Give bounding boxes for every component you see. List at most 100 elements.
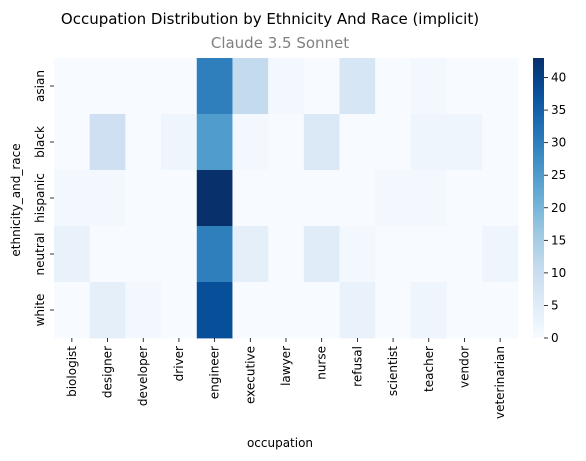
heatmap-cell — [54, 226, 91, 283]
heatmap-cell — [232, 114, 269, 171]
x-tick-label: refusal — [350, 346, 364, 387]
heatmap-cell — [446, 282, 483, 339]
heatmap-cell — [89, 282, 126, 339]
heatmap-cell — [339, 226, 376, 283]
heatmap-cell — [161, 114, 198, 171]
y-axis-label: ethnicity_and_race — [9, 143, 23, 256]
heatmap-cell — [89, 58, 126, 115]
colorbar-tick-label: 30 — [551, 136, 566, 150]
heatmap-cell — [410, 226, 448, 283]
heatmap-cell — [89, 226, 126, 283]
heatmap-cell — [375, 58, 412, 115]
heatmap-cell — [446, 170, 483, 227]
heatmap-cell — [268, 226, 305, 283]
x-tick-label: veterinarian — [493, 346, 507, 419]
x-tick-label: scientist — [386, 346, 400, 396]
heatmap-cell — [339, 58, 376, 115]
x-tick-label: driver — [172, 346, 186, 381]
colorbar-tick-label: 20 — [551, 201, 566, 215]
heatmap-cell — [446, 226, 483, 283]
x-tick-labels: biologist designer developer driver engineer… — [65, 338, 507, 419]
heatmap-cell — [54, 114, 91, 171]
colorbar — [533, 58, 544, 338]
x-tick-label: biologist — [65, 346, 79, 397]
chart-subtitle: Claude 3.5 Sonnet — [211, 34, 349, 52]
heatmap-cell — [54, 170, 91, 227]
heatmap-cell — [339, 170, 376, 227]
heatmap-cell — [375, 114, 412, 171]
colorbar-tick-label: 10 — [551, 266, 566, 280]
heatmap-cell — [410, 114, 448, 171]
heatmap-cell — [482, 114, 519, 171]
heatmap-cell — [410, 282, 448, 339]
heatmap-cell — [196, 226, 233, 283]
y-tick-label: white — [33, 294, 47, 327]
heatmap-cell — [482, 226, 519, 283]
colorbar-tick-label: 5 — [551, 298, 559, 312]
heatmap-cell — [125, 282, 162, 339]
heatmap-cell — [161, 58, 198, 115]
x-tick-label: developer — [136, 346, 150, 406]
y-tick-label: black — [33, 126, 47, 158]
y-tick-label: neutral — [33, 233, 47, 276]
x-axis-label: occupation — [247, 436, 313, 450]
heatmap-cell — [54, 58, 91, 115]
x-tick-label: executive — [243, 346, 257, 404]
heatmap-cell — [161, 282, 198, 339]
colorbar-tick-label: 15 — [551, 233, 566, 247]
heatmap-cell — [410, 58, 448, 115]
colorbar-ticks: 0 5 10 15 20 25 30 35 40 — [544, 71, 566, 345]
x-tick-label: vendor — [457, 346, 471, 388]
x-tick-label: teacher — [422, 346, 436, 392]
heatmap-cell — [196, 114, 233, 171]
heatmap-cell — [303, 226, 340, 283]
heatmap-cell — [196, 170, 233, 227]
heatmap-cell — [125, 226, 162, 283]
heatmap-cell — [375, 170, 412, 227]
heatmap-cell — [375, 282, 412, 339]
heatmap-cell — [232, 282, 269, 339]
heatmap-cell — [339, 282, 376, 339]
heatmap-cell — [125, 170, 162, 227]
x-tick-label: lawyer — [279, 346, 293, 386]
heatmap-cell — [125, 114, 162, 171]
heatmap-cell — [232, 226, 269, 283]
colorbar-tick-label: 35 — [551, 103, 566, 117]
heatmap-cell — [268, 114, 305, 171]
heatmap-cell — [375, 226, 412, 283]
heatmap-cell — [303, 170, 340, 227]
y-tick-label: asian — [33, 70, 47, 102]
heatmap-cell — [125, 58, 162, 115]
heatmap-cell — [268, 282, 305, 339]
heatmap-cell — [89, 170, 126, 227]
heatmap-cell — [54, 282, 91, 339]
heatmap-cells — [54, 58, 519, 339]
heatmap-cell — [482, 282, 519, 339]
heatmap-cell — [161, 170, 198, 227]
x-tick-label: engineer — [208, 346, 222, 399]
chart-title: Occupation Distribution by Ethnicity And… — [61, 10, 479, 28]
colorbar-tick-label: 40 — [551, 71, 566, 85]
heatmap-cell — [161, 226, 198, 283]
x-tick-label: designer — [101, 346, 115, 398]
x-tick-label: nurse — [315, 346, 329, 380]
heatmap-cell — [89, 114, 126, 171]
heatmap-cell — [482, 170, 519, 227]
colorbar-tick-label: 25 — [551, 168, 566, 182]
heatmap-cell — [268, 170, 305, 227]
heatmap-cell — [232, 170, 269, 227]
heatmap-cell — [232, 58, 269, 115]
heatmap-cell — [196, 58, 233, 115]
heatmap-cell — [303, 282, 340, 339]
heatmap-cell — [268, 58, 305, 115]
heatmap-cell — [303, 58, 340, 115]
y-tick-labels: asian black hispanic neutral white — [33, 70, 54, 326]
heatmap-cell — [446, 114, 483, 171]
heatmap-cell — [196, 282, 233, 339]
y-tick-label: hispanic — [33, 173, 47, 223]
heatmap-cell — [339, 114, 376, 171]
heatmap-cell — [410, 170, 448, 227]
heatmap-cell — [482, 58, 519, 115]
heatmap-cell — [446, 58, 483, 115]
